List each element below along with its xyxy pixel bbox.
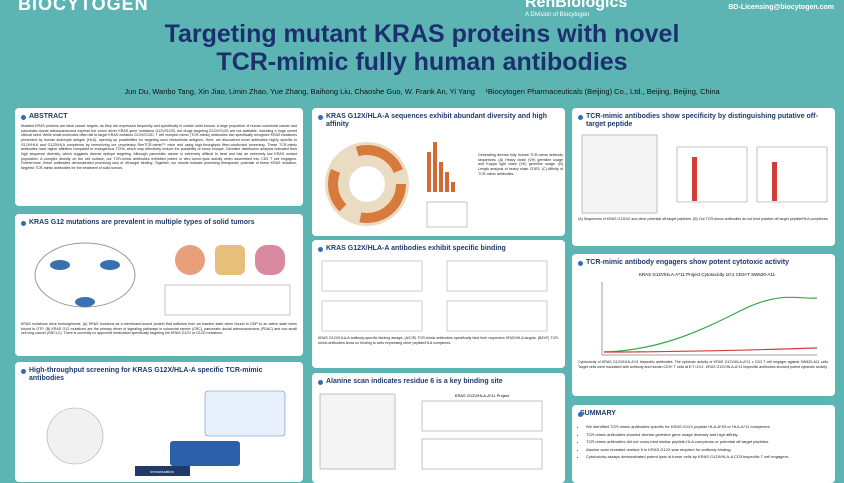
section-text: Mutated KRAS proteins are ideal cancer t… [21,124,297,171]
bar [445,172,449,193]
alanine-panel: Alanine scan indicates residue 6 is a ke… [312,373,565,483]
cytotoxic-panel: TCR-mimic antibody engagers show potent … [572,254,835,396]
figure [325,142,468,228]
offtarget-panel: TCR-mimic antibodies show specificity by… [572,108,835,246]
plot [676,146,748,203]
section-text: KRAS mutations drive tumorigenesis. (A) … [21,322,297,336]
box [135,466,190,477]
curve [603,347,818,353]
affiliation: ¹Biocytogen Pharmaceuticals (Beijing) Co… [485,87,720,96]
summary-item: Alanine scan revealed residue 6 in KRAS … [586,446,835,454]
section-text: Generating diverse fully human TCR-mimic… [478,153,563,176]
table [164,284,291,316]
title-line: Targeting mutant KRAS proteins with nove… [164,20,680,48]
plot [321,260,423,292]
section-title: TCR-mimic antibody engagers show potent … [572,254,835,270]
plot [446,260,548,292]
section-title: TCR-mimic antibodies show specificity by… [572,108,835,132]
logo-left: BIOCYTOGEN [18,0,149,14]
donut-hole [349,166,385,203]
section-title: Alanine scan indicates residue 6 is a ke… [312,373,565,389]
diversity-panel: KRAS G12X/HLA-A sequences exhibit abunda… [312,108,565,236]
plot [321,300,423,332]
node [100,260,120,271]
node [75,297,95,308]
plot [446,300,548,332]
title-line: TCR-mimic fully human antibodies [216,48,628,76]
summary-item: Cytotoxicity assays demonstrated potent … [586,453,835,461]
plots [321,260,548,332]
section-text: (A) Sequences of KRAS G12D/V and other p… [578,217,829,222]
plot [756,146,828,203]
screening-panel: High-throughput screening for KRAS G12X/… [15,362,303,482]
section-title: KRAS G12X/HLA-A sequences exhibit abunda… [312,108,565,132]
summary-list: We identified TCR-mimic antibodies speci… [572,423,835,461]
table [581,134,658,214]
plot [426,201,468,228]
organ [175,245,205,276]
plot [421,400,543,432]
title: Targeting mutant KRAS proteins with nove… [0,20,844,76]
byline: Jun Du, Wanbo Tang, Xin Jiao, Limin Zhao… [0,87,844,96]
summary-item: We identified TCR-mimic antibodies speci… [586,423,835,431]
authors: Jun Du, Wanbo Tang, Xin Jiao, Limin Zhao… [124,87,475,96]
section-title: SUMMARY [572,405,835,421]
donut-ring [328,145,406,224]
summary-panel: SUMMARY We identified TCR-mimic antibodi… [572,405,835,483]
section-text: Cytotoxicity of KRAS G12V/HLA-A*11 bispe… [578,360,829,369]
plot-title: KRAS G12V/HLA-A*11 Project Cytotoxicity … [639,272,776,277]
box [170,441,240,467]
section-title: KRAS G12 mutations are prevalent in mult… [15,214,303,230]
section-title: High-throughput screening for KRAS G12X/… [15,362,303,386]
summary-item: TCR-mimic antibodies showed diverse germ… [586,431,835,439]
email: BD-Licensing@biocytogen.com [728,4,834,11]
section-text: KRAS G12X/HLA-A antibody-specific bindin… [318,336,559,345]
logo-right: RenBiologics [525,0,628,11]
organ [215,245,245,276]
figure: Immunization [46,390,286,477]
label: Immunization [150,469,174,474]
organ [255,245,285,276]
figure [34,242,291,316]
bar [772,162,777,202]
section-title: ABSTRACT [15,108,303,124]
abstract-panel: ABSTRACT Mutated KRAS proteins are ideal… [15,108,303,206]
bars [427,142,455,193]
figure: KRAS G12V/HLA-A*11 Project Cytotoxicity … [601,272,818,356]
binding-panel: KRAS G12X/HLA-A antibodies exhibit speci… [312,240,565,368]
figure [581,134,828,214]
plot [421,438,543,470]
bar [439,162,443,193]
plot-title: KRAS G12V/HLA-A*11 Project [455,393,510,398]
bar [433,142,437,193]
summary-item: TCR-mimic antibodies did not cross-bind … [586,438,835,446]
mouse [46,407,104,465]
node [50,260,70,271]
bar [451,182,455,193]
bar [427,152,431,193]
kras-panel: KRAS G12 mutations are prevalent in mult… [15,214,303,356]
table [319,393,396,470]
figure [321,260,548,332]
logo-right-sub: A Division of Biocytogen [525,12,590,18]
bar [692,157,697,202]
box [204,390,286,437]
figure: KRAS G12V/HLA-A*11 Project [319,393,543,470]
curve [603,296,818,353]
section-title: KRAS G12X/HLA-A antibodies exhibit speci… [312,240,565,256]
